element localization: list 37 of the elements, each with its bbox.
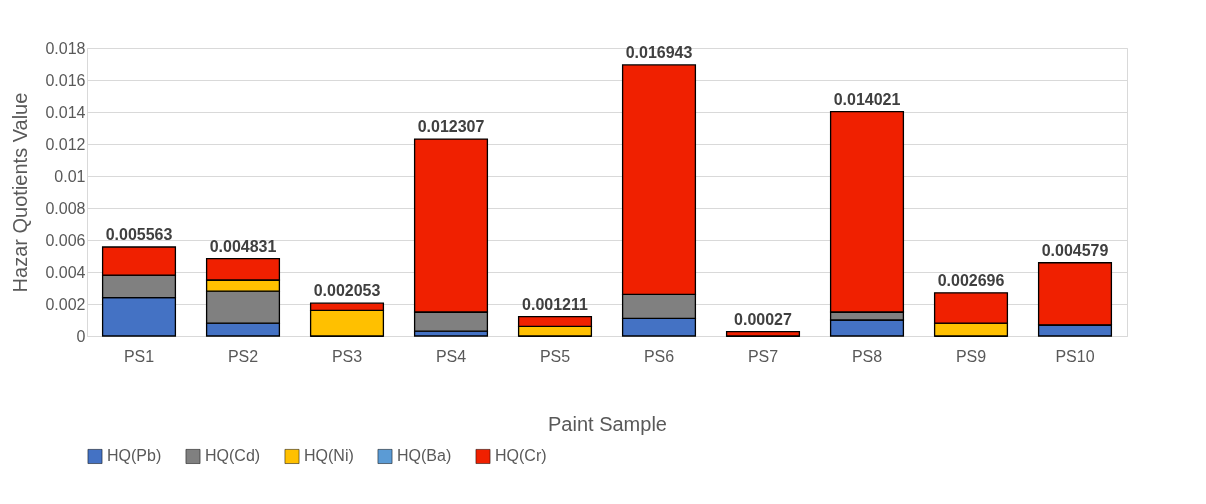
x-tick-label: PS10 <box>1055 347 1095 365</box>
total-label: 0.001211 <box>522 295 589 313</box>
y-tick-label: 0.01 <box>54 167 86 185</box>
total-label: 0.004579 <box>1041 241 1109 259</box>
total-label: 0.002053 <box>313 282 381 300</box>
x-tick-label: PS5 <box>539 347 571 365</box>
y-tick-label: 0.006 <box>45 231 86 249</box>
legend-label: HQ(Cd) <box>205 447 261 465</box>
x-axis-title: Paint Sample <box>548 412 667 435</box>
total-label: 0.004831 <box>209 237 277 255</box>
y-tick-label: 0 <box>76 327 86 345</box>
x-tick-label: PS2 <box>227 347 259 365</box>
y-tick-label: 0.014 <box>45 103 86 121</box>
x-tick-label: PS4 <box>435 347 467 365</box>
y-tick-label: 0.012 <box>45 135 86 153</box>
total-label: 0.012307 <box>417 118 485 136</box>
x-tick-label: PS9 <box>955 347 987 365</box>
y-axis-title: Hazar Quotients Value <box>9 92 32 293</box>
total-label: 0.002696 <box>937 271 1005 289</box>
x-tick-label: PS8 <box>851 347 883 365</box>
legend-label: HQ(Cr) <box>495 447 547 465</box>
total-label: 0.014021 <box>833 90 901 108</box>
total-label: 0.005563 <box>105 225 173 243</box>
y-tick-label: 0.018 <box>45 39 86 57</box>
total-label: 0.00027 <box>734 310 793 328</box>
legend-label: HQ(Pb) <box>107 447 162 465</box>
x-tick-label: PS1 <box>123 347 155 365</box>
x-tick-label: PS3 <box>331 347 363 365</box>
x-tick-label: PS6 <box>643 347 675 365</box>
y-tick-label: 0.002 <box>45 295 86 313</box>
y-tick-label: 0.008 <box>45 199 86 217</box>
y-tick-label: 0.016 <box>45 71 86 89</box>
legend-label: HQ(Ba) <box>397 447 452 465</box>
total-label: 0.016943 <box>625 43 693 61</box>
x-tick-label: PS7 <box>747 347 779 365</box>
legend-label: HQ(Ni) <box>304 447 354 465</box>
y-tick-label: 0.004 <box>45 263 86 281</box>
